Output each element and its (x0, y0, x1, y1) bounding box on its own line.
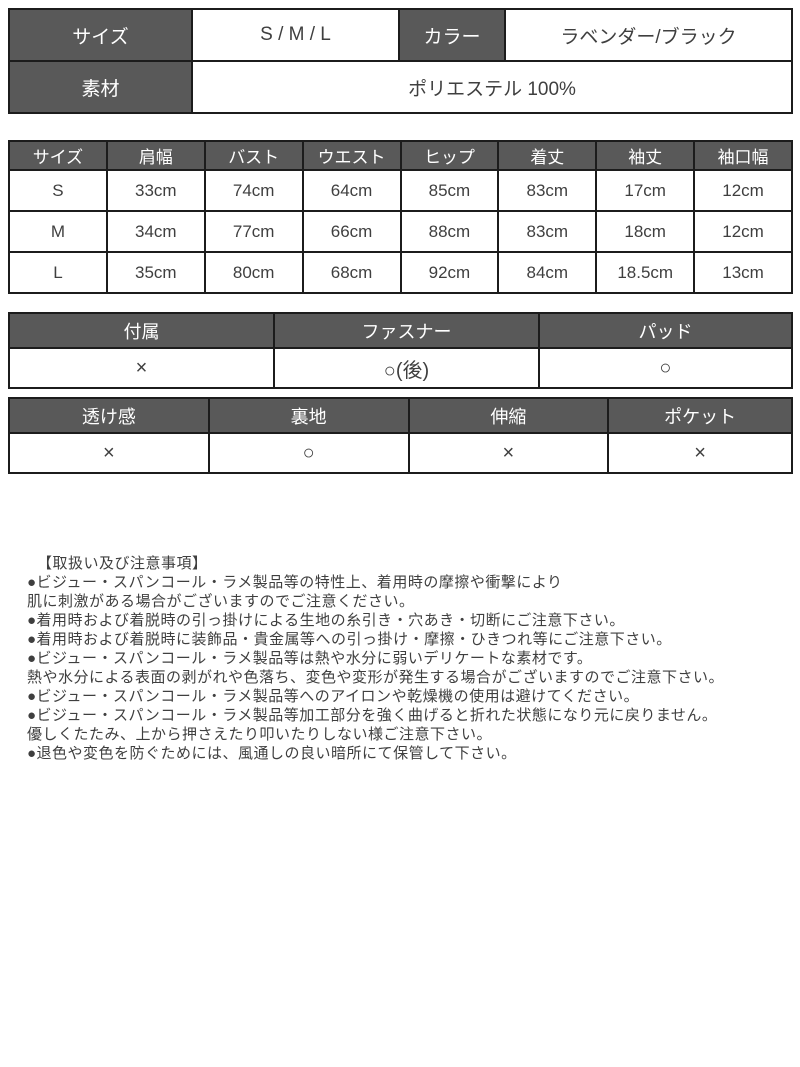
column-header: サイズ (8, 140, 108, 171)
care-note-line: ●ビジュー・スパンコール・ラメ製品等は熱や水分に弱いデリケートな素材です。 (27, 650, 593, 667)
color-value: ラベンダー/ブラック (504, 8, 793, 62)
size-chart-table: サイズ 肩幅 バスト ウエスト ヒップ 着丈 袖丈 袖口幅 S 33cm 74c… (8, 140, 793, 294)
care-note-line: 肌に刺激がある場合がございますのでご注意ください。 (27, 593, 415, 610)
table-cell: L (8, 251, 108, 294)
size-chart-row-s: S 33cm 74cm 64cm 85cm 83cm 17cm 12cm (8, 169, 793, 212)
table-row: 素材 ポリエステル 100% (8, 60, 793, 114)
care-note-line: ●ビジュー・スパンコール・ラメ製品等へのアイロンや乾燥機の使用は避けてください。 (27, 688, 640, 705)
care-note-line: ●着用時および着脱時に装飾品・貴金属等への引っ掛け・摩擦・ひきつれ等にご注意下さ… (27, 631, 672, 648)
table-row: × ○(後) ○ (8, 347, 794, 389)
table-cell: 92cm (399, 251, 500, 294)
table-row: 透け感 裏地 伸縮 ポケット (8, 397, 793, 434)
table-cell: ○(後) (272, 347, 540, 389)
care-note-line: ●着用時および着脱時の引っ掛けによる生地の糸引き・穴あき・切断にご注意下さい。 (27, 612, 625, 629)
care-notes-title: 【取扱い及び注意事項】 (37, 555, 208, 572)
table-cell: 85cm (399, 169, 500, 212)
table-cell: 34cm (105, 210, 206, 253)
table-cell: 12cm (693, 210, 793, 253)
table-cell: × (8, 432, 210, 474)
table-row: サイズ S / M / L カラー ラベンダー/ブラック (8, 8, 793, 62)
table-cell: 84cm (497, 251, 598, 294)
size-chart-header-row: サイズ 肩幅 バスト ウエスト ヒップ 着丈 袖丈 袖口幅 (8, 140, 793, 171)
column-header: 裏地 (207, 397, 410, 434)
care-notes: 【取扱い及び注意事項】 ●ビジュー・スパンコール・ラメ製品等の特性上、着用時の摩… (27, 554, 800, 763)
color-label: カラー (398, 8, 506, 62)
column-header: 付属 (8, 312, 275, 349)
details-table-lining: 透け感 裏地 伸縮 ポケット × ○ × × (8, 397, 793, 474)
care-note-line: ●退色や変色を防ぐためには、風通しの良い暗所にて保管して下さい。 (27, 745, 517, 762)
table-cell: 77cm (203, 210, 304, 253)
column-header: 袖丈 (595, 140, 696, 171)
size-label: サイズ (8, 8, 193, 62)
table-cell: 83cm (497, 210, 598, 253)
care-note-line: ●ビジュー・スパンコール・ラメ製品等加工部分を強く曲げると折れた状態になり元に戻… (27, 707, 718, 724)
size-value: S / M / L (191, 8, 400, 62)
table-cell: × (407, 432, 610, 474)
table-cell: 83cm (497, 169, 598, 212)
table-cell: 68cm (301, 251, 402, 294)
column-header: 着丈 (497, 140, 598, 171)
details-table-fastener: 付属 ファスナー パッド × ○(後) ○ (8, 312, 794, 389)
column-header: ウエスト (301, 140, 402, 171)
spec-table: サイズ S / M / L カラー ラベンダー/ブラック 素材 ポリエステル 1… (8, 8, 793, 114)
table-cell: M (8, 210, 108, 253)
table-cell: × (8, 347, 275, 389)
table-row: × ○ × × (8, 432, 793, 474)
table-cell: 88cm (399, 210, 500, 253)
material-label: 素材 (8, 60, 193, 114)
column-header: ヒップ (399, 140, 500, 171)
table-cell: 74cm (203, 169, 304, 212)
table-cell: 18cm (595, 210, 696, 253)
size-chart-row-l: L 35cm 80cm 68cm 92cm 84cm 18.5cm 13cm (8, 251, 793, 294)
table-cell: 18.5cm (595, 251, 696, 294)
table-cell: 33cm (105, 169, 206, 212)
care-note-line: ●ビジュー・スパンコール・ラメ製品等の特性上、着用時の摩擦や衝撃により (27, 574, 563, 591)
table-cell: 66cm (301, 210, 402, 253)
table-cell: S (8, 169, 108, 212)
column-header: バスト (203, 140, 304, 171)
table-cell: × (607, 432, 793, 474)
table-cell: ○ (207, 432, 410, 474)
care-note-line: 熱や水分による表面の剥がれや色落ち、変色や変形が発生する場合がございますのでご注… (27, 669, 725, 686)
column-header: 肩幅 (105, 140, 206, 171)
column-header: 透け感 (8, 397, 210, 434)
column-header: ポケット (607, 397, 793, 434)
column-header: ファスナー (272, 312, 540, 349)
table-row: 付属 ファスナー パッド (8, 312, 794, 349)
care-note-line: 優しくたたみ、上から押さえたり叩いたりしない様ご注意下さい。 (27, 726, 493, 743)
table-cell: 12cm (693, 169, 793, 212)
column-header: 伸縮 (407, 397, 610, 434)
column-header: パッド (537, 312, 794, 349)
table-cell: 35cm (105, 251, 206, 294)
table-cell: 64cm (301, 169, 402, 212)
table-cell: 13cm (693, 251, 793, 294)
table-cell: 80cm (203, 251, 304, 294)
table-cell: 17cm (595, 169, 696, 212)
material-value: ポリエステル 100% (191, 60, 793, 114)
column-header: 袖口幅 (693, 140, 793, 171)
size-chart-row-m: M 34cm 77cm 66cm 88cm 83cm 18cm 12cm (8, 210, 793, 253)
table-cell: ○ (537, 347, 794, 389)
